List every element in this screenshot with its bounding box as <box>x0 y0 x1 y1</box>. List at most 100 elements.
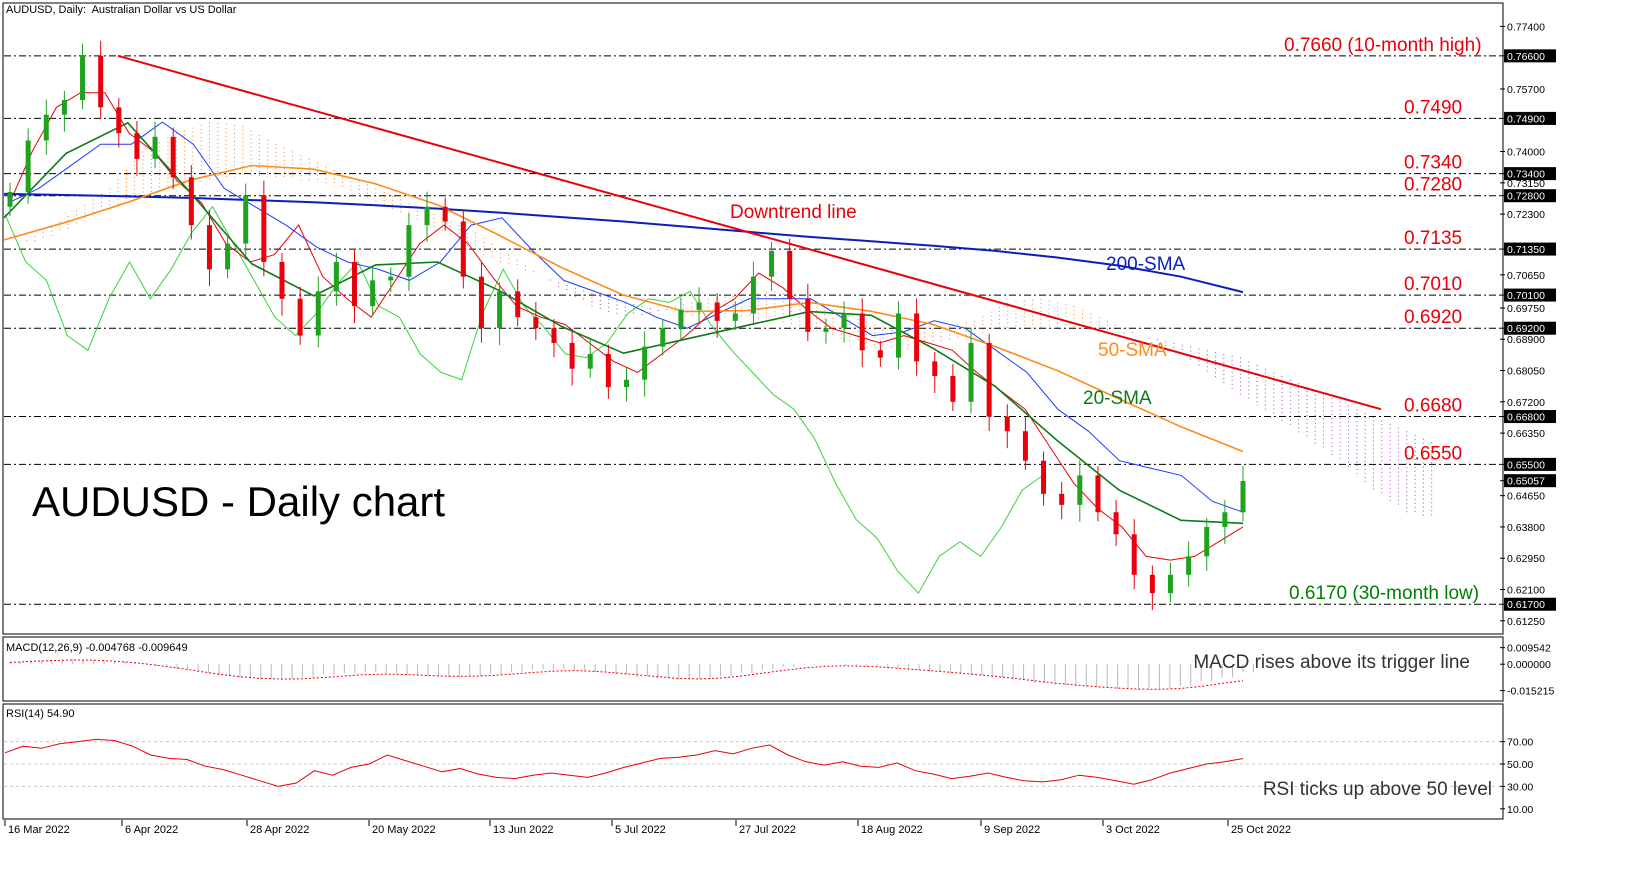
candle-body <box>261 195 267 262</box>
price-tick-label: 0.64650 <box>1507 491 1545 503</box>
price-tick-label: 0.72300 <box>1507 209 1545 221</box>
date-label: 27 Jul 2022 <box>739 824 796 836</box>
candle-body <box>859 313 865 351</box>
rsi-plot: RSI ticks up above 50 level <box>4 738 1500 800</box>
candle-body <box>769 250 775 277</box>
date-label: 18 Aug 2022 <box>861 824 923 836</box>
candle-body <box>1186 556 1192 575</box>
sma50-label: 50-SMA <box>1098 340 1167 361</box>
candle-body <box>424 206 430 226</box>
level-label: 0.6550 <box>1404 443 1462 464</box>
downtrend-label: Downtrend line <box>730 202 857 223</box>
level-label: 0.7490 <box>1404 97 1462 118</box>
date-label: 20 May 2022 <box>372 824 436 836</box>
candle-body <box>478 276 484 329</box>
price-panel-frame <box>2 2 1504 635</box>
candle-body <box>170 136 176 178</box>
price-tick-label: 0.76600 <box>1507 51 1545 63</box>
candle-body <box>225 243 231 270</box>
price-tick-box <box>1504 321 1556 335</box>
candle-body <box>624 379 629 388</box>
candle-body <box>1022 431 1028 461</box>
candle-body <box>43 114 49 141</box>
candle-body <box>660 328 666 347</box>
candle-body <box>714 302 720 321</box>
price-tick-label: 0.73400 <box>1507 169 1545 181</box>
candle-body <box>805 298 811 332</box>
level-label: 0.7340 <box>1404 153 1462 174</box>
sma200-line <box>3 192 1244 294</box>
price-tick-box <box>1504 111 1556 125</box>
candle-body <box>243 195 249 244</box>
kijun-sen-line <box>7 121 1244 513</box>
macd-panel-frame <box>2 636 1504 702</box>
price-plot: 0.7660 (10-month high) 0.7490 0.73400.7280… <box>3 35 1500 611</box>
candle-body <box>914 313 920 362</box>
price-tick-box <box>1504 410 1556 424</box>
candle-body <box>877 350 883 358</box>
candle-body <box>315 291 321 336</box>
price-tick-label: 0.77400 <box>1507 21 1545 33</box>
candle-body <box>1222 512 1228 527</box>
macd-tick-label: 0.009542 <box>1507 643 1551 655</box>
candle-body <box>587 353 593 369</box>
rsi-tick-label: 30.00 <box>1507 781 1533 793</box>
candle-body <box>1131 534 1137 575</box>
candle-body <box>841 313 847 329</box>
candle-body <box>1167 574 1173 594</box>
date-axis: 16 Mar 2022 6 Apr 2022 28 Apr 2022 20 May 2… <box>4 820 1291 836</box>
date-label: 6 Apr 2022 <box>125 824 178 836</box>
candle-body <box>1041 460 1047 494</box>
price-tick-label: 0.73150 <box>1507 178 1545 190</box>
price-tick-box <box>1504 49 1556 63</box>
level-label: 0.6680 <box>1404 396 1462 417</box>
candle-body <box>823 328 829 332</box>
chikou-span-line <box>4 205 1044 595</box>
price-tick-label: 0.72800 <box>1507 191 1545 203</box>
date-label: 3 Oct 2022 <box>1106 824 1160 836</box>
price-tick-label: 0.61250 <box>1507 616 1545 628</box>
candle-body <box>460 221 466 277</box>
candle-body <box>388 276 394 281</box>
level-label: 0.7280 <box>1404 175 1462 196</box>
price-axis: 0.77400 0.76600 0.75700 0.74900 0.74000 0.734… <box>1500 21 1556 628</box>
candle-body <box>569 342 575 369</box>
macd-axis: 0.009542 0.000000 -0.015215 <box>1500 643 1554 698</box>
price-tick-label: 0.62100 <box>1507 585 1545 597</box>
price-tick-label: 0.65500 <box>1507 459 1545 471</box>
chart-big-title: AUDUSD - Daily chart <box>32 478 446 525</box>
price-tick-label: 0.70100 <box>1507 290 1545 302</box>
sma20-label: 20-SMA <box>1083 388 1152 409</box>
price-tick-label: 0.67200 <box>1507 397 1545 409</box>
rsi-tick-label: 70.00 <box>1507 737 1533 749</box>
date-label: 5 Jul 2022 <box>615 824 666 836</box>
level-label: 0.7135 <box>1404 228 1462 249</box>
candle-body <box>1204 526 1210 557</box>
candle-body <box>1095 475 1101 513</box>
candle-body <box>750 276 756 314</box>
rsi-annotation: RSI ticks up above 50 level <box>1263 779 1492 800</box>
candle-body <box>605 353 611 388</box>
candle-body <box>678 309 684 329</box>
price-tick-box <box>1504 457 1556 471</box>
candle-body <box>968 342 974 402</box>
rsi-panel-frame <box>2 703 1504 820</box>
candle-body <box>7 192 13 207</box>
level-label: 0.7660 (10-month high) <box>1284 35 1482 56</box>
candle-body <box>333 261 339 292</box>
candle-body <box>497 291 503 329</box>
candle-body <box>895 313 901 358</box>
macd-plot: MACD rises above its trigger line <box>9 652 1470 690</box>
level-label: 0.6920 <box>1404 307 1462 328</box>
date-label: 13 Jun 2022 <box>493 824 554 836</box>
price-tick-label: 0.70650 <box>1507 270 1545 282</box>
candle-body <box>206 225 212 270</box>
candle-body <box>279 261 285 299</box>
candle-body <box>950 376 956 402</box>
level-label: 0.7010 <box>1404 274 1462 295</box>
candle-body <box>1059 493 1065 505</box>
price-tick-label: 0.68900 <box>1507 334 1545 346</box>
price-tick-box <box>1504 189 1556 203</box>
candle-body <box>297 298 303 336</box>
